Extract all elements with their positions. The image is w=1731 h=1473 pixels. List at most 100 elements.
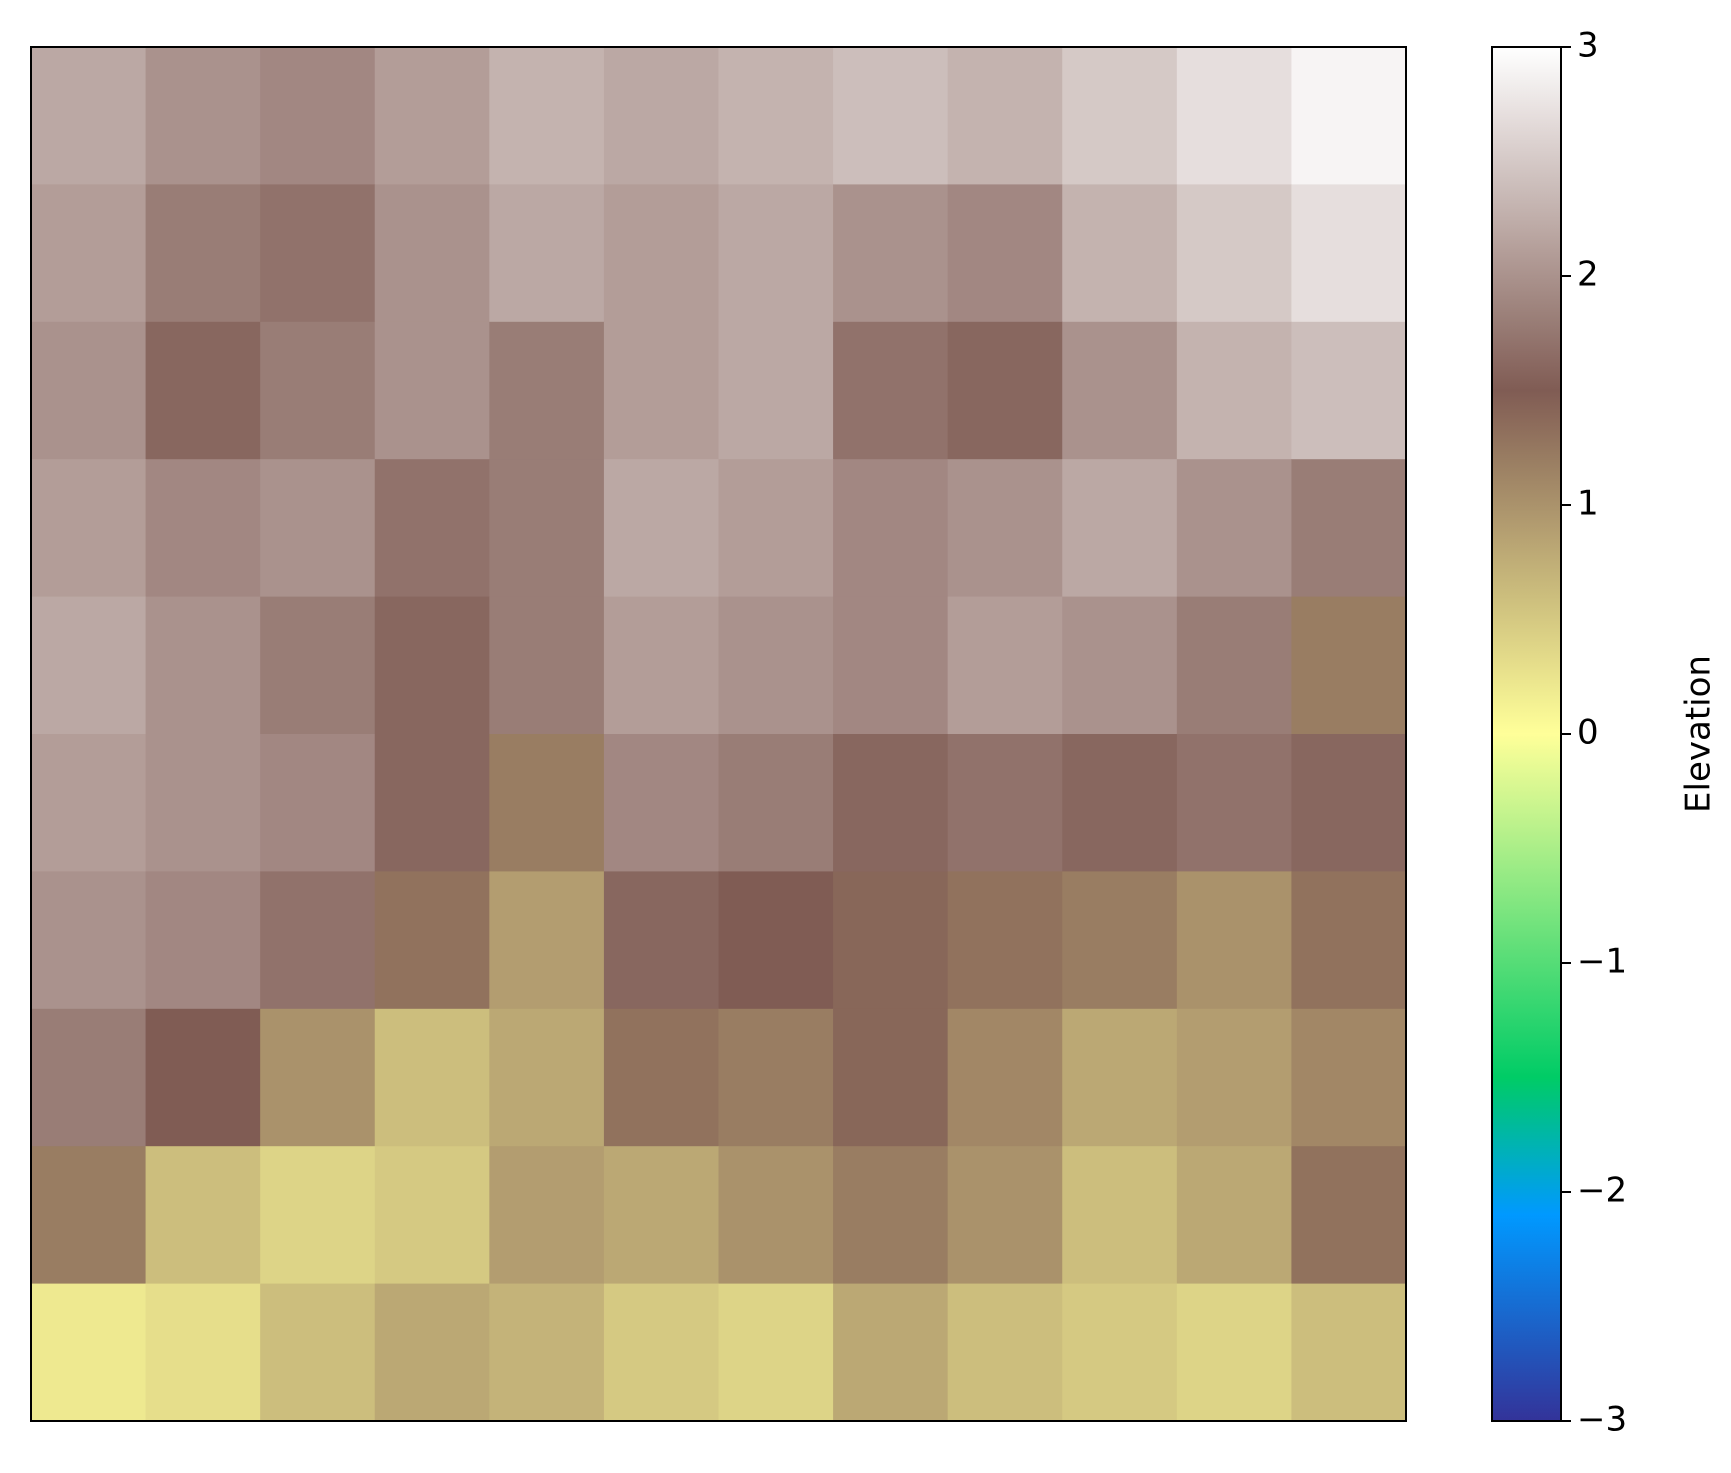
heatmap-cell <box>145 1283 261 1422</box>
heatmap-cell <box>374 1008 490 1147</box>
heatmap-cell <box>260 459 376 598</box>
heatmap-cell <box>374 871 490 1010</box>
heatmap-cell <box>947 184 1063 323</box>
heatmap-cell <box>1062 47 1178 185</box>
heatmap-cell <box>145 596 261 735</box>
heatmap-cell <box>145 47 261 185</box>
heatmap-cell <box>947 871 1063 1010</box>
heatmap-cell <box>603 596 719 735</box>
heatmap-cell <box>1176 596 1292 735</box>
heatmap-cell <box>603 1146 719 1285</box>
colorbar-tick-label: 2 <box>1577 255 1599 295</box>
heatmap-cell <box>374 1146 490 1285</box>
heatmap-cell <box>489 871 605 1010</box>
heatmap-cell <box>1176 184 1292 323</box>
heatmap-cell <box>1062 1008 1178 1147</box>
heatmap-cell <box>489 1283 605 1422</box>
heatmap-cell <box>260 596 376 735</box>
heatmap-cell <box>489 47 605 185</box>
heatmap-cell <box>31 47 147 185</box>
heatmap-cell <box>1291 871 1407 1010</box>
heatmap-cell <box>1291 1146 1407 1285</box>
heatmap-cell <box>1176 459 1292 598</box>
heatmap-cell <box>1176 1283 1292 1422</box>
heatmap-cell <box>833 734 949 872</box>
heatmap-cell <box>718 871 834 1010</box>
heatmap-cell <box>260 184 376 323</box>
heatmap-cell <box>833 871 949 1010</box>
heatmap-cell <box>374 321 490 460</box>
heatmap-cell <box>833 184 949 323</box>
heatmap-cell <box>145 184 261 323</box>
heatmap-cell <box>1176 1146 1292 1285</box>
colorbar-tick-label: 0 <box>1577 713 1599 753</box>
heatmap-cell <box>1291 459 1407 598</box>
heatmap-cell <box>145 1008 261 1147</box>
heatmap-cell <box>260 1146 376 1285</box>
heatmap-cell <box>1062 184 1178 323</box>
heatmap-cell <box>489 596 605 735</box>
heatmap-cell <box>31 1283 147 1422</box>
heatmap-cell <box>374 596 490 735</box>
colorbar-tick-label: 1 <box>1577 484 1599 524</box>
heatmap-cell <box>374 459 490 598</box>
heatmap-cell <box>1062 871 1178 1010</box>
heatmap-cell <box>1176 871 1292 1010</box>
heatmap-cell <box>1062 1283 1178 1422</box>
heatmap-cell <box>31 871 147 1010</box>
heatmap-cell <box>489 1008 605 1147</box>
heatmap-cell <box>1176 321 1292 460</box>
heatmap-cell <box>1291 596 1407 735</box>
heatmap-cell <box>833 1146 949 1285</box>
heatmap-cell <box>260 734 376 872</box>
heatmap-cell <box>489 1146 605 1285</box>
heatmap-cell <box>947 734 1063 872</box>
heatmap-cell <box>1062 596 1178 735</box>
heatmap-cell <box>947 1146 1063 1285</box>
heatmap-cell <box>489 734 605 872</box>
heatmap-cell <box>833 321 949 460</box>
heatmap-cell <box>603 1283 719 1422</box>
heatmap-cell <box>718 184 834 323</box>
heatmap-cell <box>260 47 376 185</box>
heatmap-cell <box>1291 321 1407 460</box>
heatmap-cell <box>1062 1146 1178 1285</box>
heatmap-cell <box>260 1283 376 1422</box>
heatmap-cell <box>947 459 1063 598</box>
heatmap-cell <box>145 459 261 598</box>
heatmap-cell <box>718 47 834 185</box>
heatmap-cell <box>833 459 949 598</box>
heatmap-cell <box>374 184 490 323</box>
heatmap-cell <box>947 596 1063 735</box>
heatmap-cell <box>718 596 834 735</box>
heatmap-cell <box>718 1283 834 1422</box>
heatmap-cell <box>374 734 490 872</box>
heatmap-cell <box>31 321 147 460</box>
heatmap-cell <box>145 1146 261 1285</box>
heatmap-cell <box>718 734 834 872</box>
heatmap-cell <box>947 321 1063 460</box>
heatmap-cell <box>260 321 376 460</box>
heatmap-cell <box>833 1008 949 1147</box>
heatmap-cell <box>1176 47 1292 185</box>
heatmap-cell <box>718 459 834 598</box>
heatmap-cell <box>947 1283 1063 1422</box>
heatmap-cell <box>260 1008 376 1147</box>
heatmap-cell <box>31 1146 147 1285</box>
heatmap-cell <box>603 47 719 185</box>
heatmap-cell <box>489 459 605 598</box>
colorbar-tick-label: 3 <box>1577 26 1599 66</box>
heatmap-cell <box>1291 184 1407 323</box>
heatmap-cell <box>1176 734 1292 872</box>
heatmap-cell <box>1062 459 1178 598</box>
colorbar-tick-label: −3 <box>1577 1400 1627 1440</box>
heatmap-cell <box>145 734 261 872</box>
heatmap-cell <box>603 871 719 1010</box>
heatmap-cell <box>31 459 147 598</box>
plot-frame <box>30 46 1407 1422</box>
colorbar-tick-label: −1 <box>1577 942 1627 982</box>
colorbar-tick-label: −2 <box>1577 1171 1627 1211</box>
heatmap-cell <box>1291 47 1407 185</box>
heatmap-cell <box>603 184 719 323</box>
